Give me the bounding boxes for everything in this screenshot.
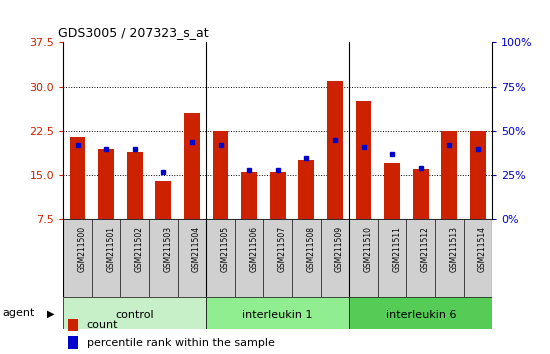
Text: GSM211505: GSM211505 bbox=[221, 226, 229, 272]
Bar bbox=[120, 219, 149, 297]
Text: agent: agent bbox=[3, 308, 35, 318]
Bar bbox=[270, 172, 285, 219]
Bar bbox=[92, 219, 120, 297]
Text: GSM211509: GSM211509 bbox=[335, 226, 344, 272]
Bar bbox=[378, 219, 406, 297]
Bar bbox=[349, 297, 492, 329]
Bar bbox=[406, 219, 435, 297]
Bar bbox=[470, 131, 486, 219]
Text: GSM211508: GSM211508 bbox=[306, 226, 315, 272]
Text: GSM211503: GSM211503 bbox=[163, 226, 172, 272]
Text: GSM211502: GSM211502 bbox=[135, 226, 144, 272]
Bar bbox=[98, 149, 114, 219]
Bar bbox=[356, 102, 371, 219]
Bar bbox=[178, 219, 206, 297]
Text: GSM211501: GSM211501 bbox=[106, 226, 115, 272]
Bar bbox=[206, 297, 349, 329]
Text: interleukin 1: interleukin 1 bbox=[243, 310, 313, 320]
Text: control: control bbox=[116, 310, 154, 320]
Bar bbox=[184, 113, 200, 219]
Bar bbox=[241, 172, 257, 219]
Bar bbox=[63, 219, 92, 297]
Text: GSM211513: GSM211513 bbox=[449, 226, 458, 272]
Text: GSM211512: GSM211512 bbox=[421, 226, 430, 272]
Bar bbox=[327, 81, 343, 219]
Bar bbox=[292, 219, 321, 297]
Bar bbox=[206, 219, 235, 297]
Bar bbox=[68, 336, 78, 349]
Bar bbox=[156, 181, 171, 219]
Text: count: count bbox=[87, 320, 118, 330]
Bar bbox=[149, 219, 178, 297]
Bar bbox=[442, 131, 457, 219]
Text: GSM211511: GSM211511 bbox=[392, 226, 401, 272]
Bar bbox=[263, 219, 292, 297]
Text: GSM211514: GSM211514 bbox=[478, 226, 487, 272]
Bar bbox=[68, 319, 78, 331]
Text: percentile rank within the sample: percentile rank within the sample bbox=[87, 338, 274, 348]
Bar bbox=[384, 164, 400, 219]
Bar bbox=[349, 219, 378, 297]
Text: interleukin 6: interleukin 6 bbox=[386, 310, 456, 320]
Bar bbox=[63, 297, 206, 329]
Bar bbox=[321, 219, 349, 297]
Text: GDS3005 / 207323_s_at: GDS3005 / 207323_s_at bbox=[58, 26, 208, 39]
Bar bbox=[70, 137, 85, 219]
Text: GSM211500: GSM211500 bbox=[78, 226, 86, 272]
Bar bbox=[435, 219, 464, 297]
Bar bbox=[213, 131, 228, 219]
Bar bbox=[127, 152, 142, 219]
Text: GSM211504: GSM211504 bbox=[192, 226, 201, 272]
Text: GSM211506: GSM211506 bbox=[249, 226, 258, 272]
Bar bbox=[235, 219, 263, 297]
Text: ▶: ▶ bbox=[47, 308, 54, 318]
Text: GSM211507: GSM211507 bbox=[278, 226, 287, 272]
Bar bbox=[464, 219, 492, 297]
Bar bbox=[413, 169, 428, 219]
Bar bbox=[299, 160, 314, 219]
Text: GSM211510: GSM211510 bbox=[364, 226, 372, 272]
